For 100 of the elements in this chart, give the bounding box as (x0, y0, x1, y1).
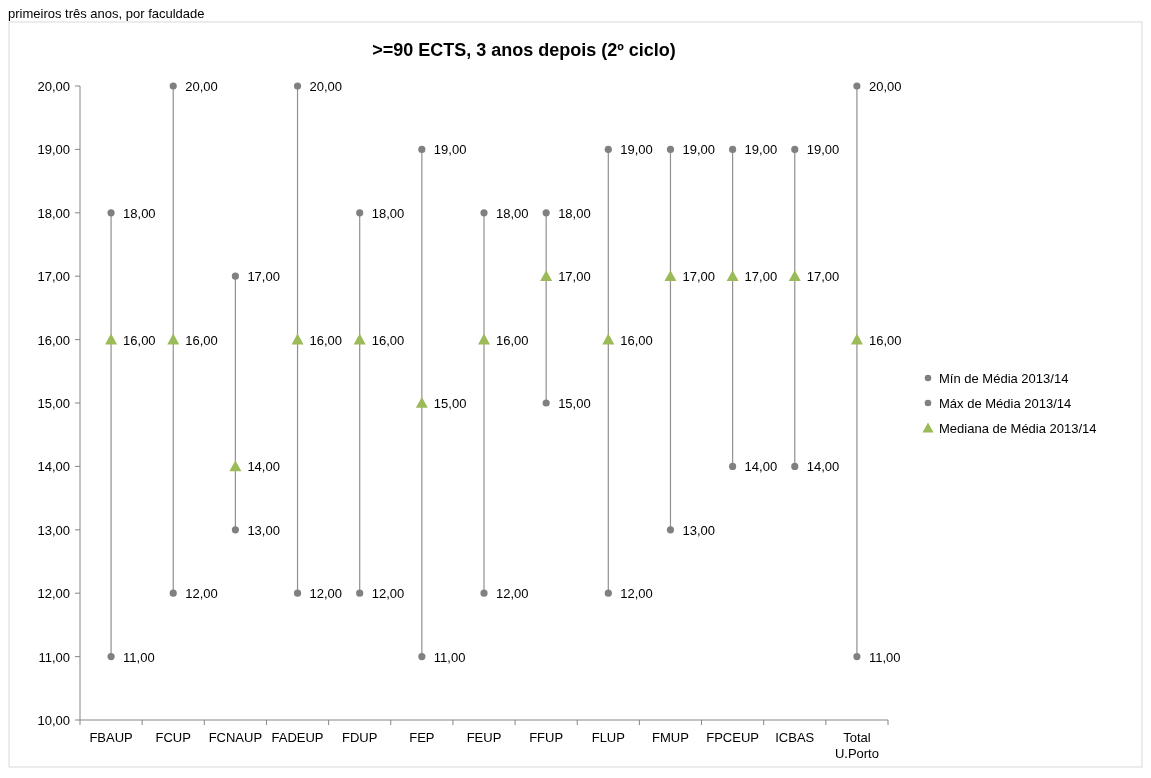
x-tick-label: FEUP (466, 730, 502, 745)
x-tick-label: FDUP (342, 730, 378, 745)
point (604, 589, 612, 597)
data-label: 16,00 (496, 332, 529, 348)
y-tick-label: 15,00 (37, 396, 70, 411)
data-label: 20,00 (185, 79, 218, 94)
x-tick-label: FEP (409, 730, 435, 745)
data-label: 17,00 (806, 269, 840, 285)
point (107, 653, 115, 661)
point (540, 270, 553, 281)
y-tick-label: 18,00 (37, 205, 70, 221)
point (542, 209, 550, 217)
point (418, 145, 426, 153)
data-label: 16,00 (309, 332, 343, 348)
data-label: 19,00 (682, 142, 716, 158)
x-tick-label: FPCEUP (706, 730, 759, 745)
legend-label: Máx de Média 2013/14 (939, 396, 1072, 411)
data-label: 18,00 (496, 205, 529, 221)
data-label: 17,00 (744, 269, 778, 285)
data-label: 18,00 (123, 205, 156, 221)
point (791, 462, 799, 470)
data-label: 12,00 (309, 586, 343, 602)
x-tick-label: ICBAS (775, 730, 815, 745)
chart-title: >=90 ECTS, 3 anos depois (2º ciclo) (372, 40, 676, 60)
point (480, 209, 488, 217)
y-tick-label: 11,00 (38, 649, 70, 665)
point (602, 333, 615, 345)
x-tick-label: FMUP (652, 730, 689, 745)
data-label: 12,00 (371, 586, 405, 602)
y-tick-label: 20,00 (37, 79, 70, 94)
data-label: 11,00 (433, 649, 466, 665)
legend-label: Mediana de Média 2013/14 (939, 421, 1097, 436)
point (729, 145, 737, 153)
x-tick-label: FCUP (155, 730, 191, 745)
point (353, 333, 366, 345)
data-label: 19,00 (620, 142, 653, 158)
data-label: 11,00 (868, 649, 901, 665)
data-label: 16,00 (123, 332, 156, 348)
data-label: 18,00 (371, 205, 405, 221)
x-tick-label: FADEUP (271, 730, 324, 745)
data-label: 13,00 (247, 522, 280, 538)
point (169, 82, 177, 90)
data-label: 17,00 (247, 269, 280, 285)
data-label: 16,00 (868, 332, 902, 348)
x-tick-label: FCNAUP (208, 730, 263, 745)
point (729, 462, 737, 470)
point (229, 460, 242, 472)
data-label: 13,00 (682, 522, 716, 538)
data-label: 20,00 (309, 79, 343, 94)
point (478, 333, 490, 345)
data-label: 20,00 (868, 79, 902, 94)
y-tick-label: 14,00 (37, 459, 70, 475)
y-tick-label: 16,00 (37, 332, 70, 348)
data-label: 11,00 (123, 649, 155, 665)
point (415, 397, 428, 408)
legend-label: Mín de Média 2013/14 (939, 371, 1069, 386)
y-tick-label: 13,00 (37, 522, 70, 538)
data-label: 14,00 (744, 459, 778, 475)
x-tick-label: FBAUP (89, 730, 133, 745)
data-label: 14,00 (806, 459, 840, 475)
data-label: 17,00 (558, 269, 591, 285)
y-tick-label: 10,00 (37, 713, 70, 728)
data-label: 18,00 (558, 205, 591, 221)
point (356, 209, 364, 217)
point (480, 589, 488, 597)
x-tick-label: FLUP (591, 730, 625, 745)
point (788, 270, 801, 281)
text: primeiros três anos, por faculdade (8, 6, 205, 21)
point (850, 333, 863, 345)
data-label: 12,00 (496, 586, 529, 602)
data-label: 12,00 (620, 586, 653, 602)
point (853, 653, 861, 661)
point (791, 145, 799, 153)
y-tick-label: 19,00 (37, 142, 70, 158)
data-label: 12,00 (185, 586, 218, 602)
point (726, 270, 739, 281)
y-tick-label: 12,00 (37, 586, 70, 602)
point (542, 399, 550, 407)
point (293, 589, 302, 597)
point (107, 209, 115, 217)
point (231, 526, 239, 534)
point (291, 333, 304, 345)
point (356, 589, 364, 597)
data-label: 15,00 (433, 396, 467, 411)
data-label: 14,00 (247, 459, 280, 475)
point (293, 82, 302, 90)
point (169, 589, 177, 597)
data-label: 19,00 (433, 142, 467, 158)
data-label: 15,00 (558, 396, 591, 411)
data-label: 19,00 (744, 142, 778, 158)
data-label: 16,00 (620, 332, 653, 348)
point (167, 333, 180, 345)
x-tick-label: FFUP (529, 730, 564, 745)
point (604, 145, 612, 153)
point (666, 145, 675, 153)
data-label: 16,00 (185, 332, 218, 348)
point (853, 82, 861, 90)
y-tick-label: 17,00 (37, 269, 70, 285)
data-label: 19,00 (806, 142, 840, 158)
data-label: 17,00 (682, 269, 716, 285)
